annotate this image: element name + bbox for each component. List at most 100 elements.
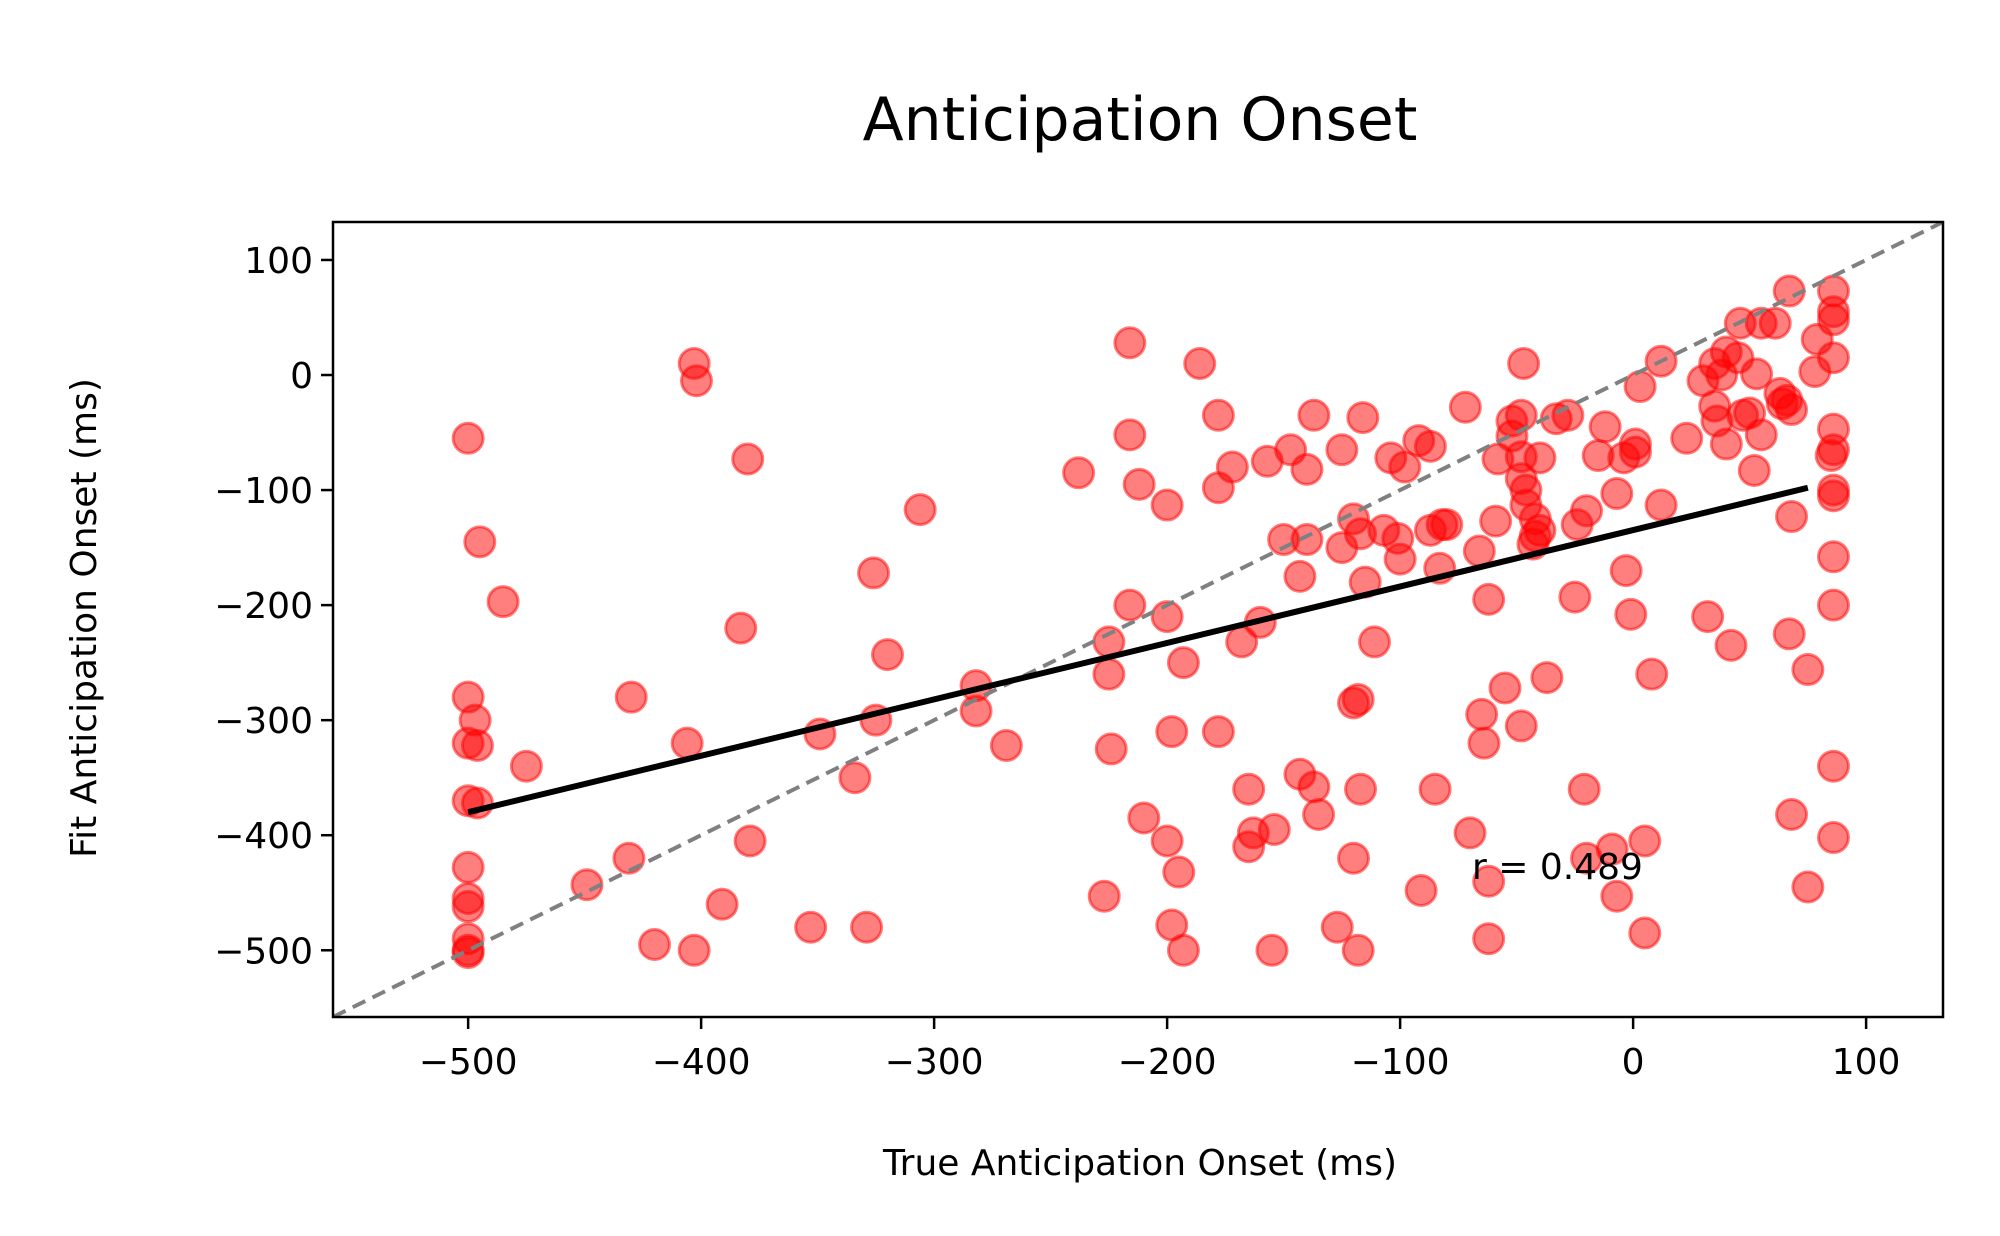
data-point [1257,812,1291,846]
data-point [1325,433,1359,467]
data-point [1404,873,1438,907]
x-tick-label: −300 [885,1042,984,1083]
data-point [451,936,485,970]
data-point [733,824,767,858]
data-point [451,850,485,884]
data-point [1614,597,1648,631]
data-point [1816,433,1850,467]
data-point [679,364,713,398]
data-point [1183,347,1217,381]
data-point [794,910,828,944]
data-point [1201,398,1235,432]
data-point [1232,772,1266,806]
data-point [1504,398,1538,432]
data-point [731,442,765,476]
data-point [1744,418,1778,452]
data-point [1215,450,1249,484]
identity-line [333,222,1943,1017]
data-point [724,611,758,645]
chart-title: Anticipation Onset [863,85,1418,155]
data-point [1775,798,1809,832]
data-point [1448,390,1482,424]
data-point [850,910,884,944]
y-tick-label: −500 [214,931,313,972]
data-point [1201,715,1235,749]
x-axis-label: True Anticipation Onset (ms) [882,1143,1397,1184]
data-point [1551,398,1585,432]
correlation-annotation: r = 0.489 [1472,847,1643,888]
data-point [1155,715,1189,749]
fit-lines [333,222,1943,1017]
data-point [1357,625,1391,659]
data-point [1383,542,1417,576]
data-point [451,421,485,455]
data-point [1150,824,1184,858]
data-point [1162,855,1196,889]
data-point [1087,879,1121,913]
data-point [1609,554,1643,588]
data-point [1600,879,1634,913]
data-point [1628,824,1662,858]
y-tick-label: 100 [244,241,313,282]
data-point [1430,508,1464,542]
data-point [1618,435,1652,469]
data-point [1150,488,1184,522]
data-point [1816,540,1850,574]
data-point [451,680,485,714]
data-point [1320,910,1354,944]
data-point [1737,454,1771,488]
data-point [1670,421,1704,455]
data-point [1472,922,1506,956]
data-point [1791,870,1825,904]
data-points [451,274,1850,970]
data-point [871,638,905,672]
data-point [1600,477,1634,511]
data-point [838,761,872,795]
data-point [1062,456,1096,490]
data-point [1644,488,1678,522]
x-tick-label: −400 [652,1042,751,1083]
data-point [509,749,543,783]
y-tick-label: −300 [214,701,313,742]
data-point [460,728,494,762]
data-point [1283,559,1317,593]
data-point [1465,697,1499,731]
x-tick-label: −500 [419,1042,518,1083]
data-point [1791,653,1825,687]
data-point [1772,617,1806,651]
data-point [1413,429,1447,463]
data-point [463,525,497,559]
data-point [638,928,672,962]
data-point [486,585,520,619]
data-point [1523,441,1557,475]
data-point [1775,393,1809,427]
data-point [1127,801,1161,835]
data-point [857,556,891,590]
data-point [1816,303,1850,337]
data-point [1595,832,1629,866]
data-point [1150,600,1184,634]
data-point [1453,816,1487,850]
data-point [1290,452,1324,486]
data-point [1346,401,1380,435]
x-tick-label: −200 [1118,1042,1217,1083]
data-point [1297,770,1331,804]
y-axis-ticks: −500 −400 −300 −200 −100 0 100 [214,241,333,972]
data-point [1166,933,1200,967]
data-point [1714,628,1748,662]
data-point [1635,657,1669,691]
data-point [1418,772,1452,806]
data-point [1691,600,1725,634]
y-tick-label: 0 [290,356,313,397]
data-point [1290,523,1324,557]
data-point [705,887,739,921]
data-point [1472,864,1506,898]
data-point [903,493,937,527]
data-point [1479,504,1513,538]
data-point [1341,682,1375,716]
data-point [1816,821,1850,855]
data-point [1092,657,1126,691]
plot-frame [331,220,1945,1019]
y-tick-label: −400 [214,816,313,857]
data-point [614,680,648,714]
